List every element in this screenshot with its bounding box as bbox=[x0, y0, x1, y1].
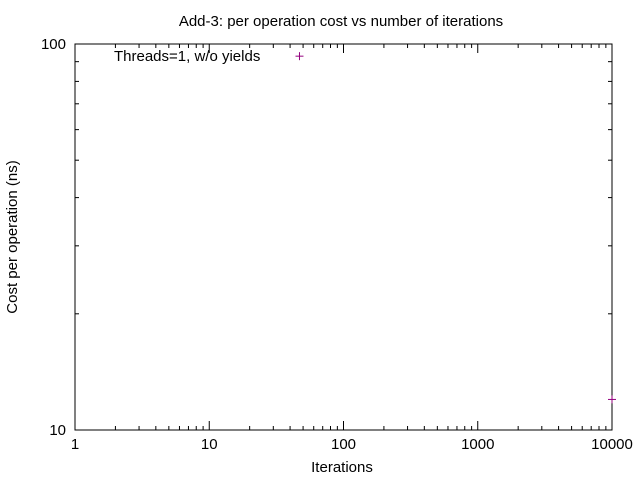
y-axis-tick-labels: 10 100 bbox=[41, 36, 66, 439]
x-tick-label: 1 bbox=[71, 436, 79, 453]
y-axis-label: Cost per operation (ns) bbox=[4, 160, 21, 313]
y-axis-ticks bbox=[75, 43, 612, 431]
chart-title: Add-3: per operation cost vs number of i… bbox=[179, 13, 503, 30]
data-point bbox=[608, 395, 616, 404]
x-axis-tick-labels: 1 10 100 1000 10000 bbox=[71, 436, 633, 453]
x-axis-ticks bbox=[74, 44, 613, 430]
data-points bbox=[295, 52, 616, 404]
legend-entry-label: Threads=1, w/o yields bbox=[114, 48, 260, 65]
x-tick-label: 10 bbox=[201, 436, 218, 453]
x-axis-label: Iterations bbox=[311, 459, 373, 476]
y-tick-label: 10 bbox=[49, 422, 66, 439]
x-tick-label: 10000 bbox=[591, 436, 633, 453]
x-tick-label: 1000 bbox=[461, 436, 494, 453]
x-tick-label: 100 bbox=[331, 436, 356, 453]
legend: Threads=1, w/o yields bbox=[114, 48, 260, 65]
plot-frame bbox=[74, 43, 613, 431]
data-point bbox=[295, 52, 304, 61]
y-tick-label: 100 bbox=[41, 36, 66, 53]
